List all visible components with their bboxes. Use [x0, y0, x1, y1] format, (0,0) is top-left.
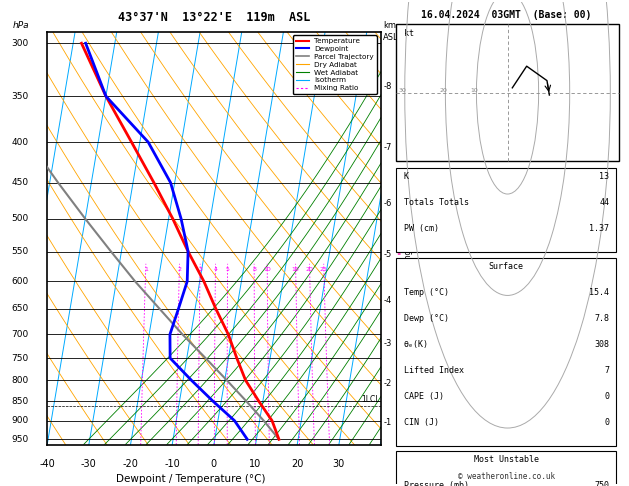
Text: 850: 850 — [11, 397, 29, 406]
Legend: Temperature, Dewpoint, Parcel Trajectory, Dry Adiabat, Wet Adiabat, Isotherm, Mi: Temperature, Dewpoint, Parcel Trajectory… — [292, 35, 377, 94]
Text: 8: 8 — [252, 267, 256, 272]
Text: 25: 25 — [320, 267, 328, 272]
Text: 10: 10 — [264, 267, 271, 272]
Text: Pressure (mb): Pressure (mb) — [404, 481, 469, 486]
Text: 650: 650 — [11, 304, 29, 313]
Text: 15.4: 15.4 — [589, 288, 609, 297]
Text: 13: 13 — [599, 172, 609, 181]
Text: -3: -3 — [383, 339, 392, 347]
Text: 3: 3 — [198, 267, 202, 272]
Text: -8: -8 — [383, 82, 392, 91]
Text: 10: 10 — [250, 459, 262, 469]
Text: -1: -1 — [383, 418, 391, 427]
Text: -2: -2 — [383, 379, 391, 388]
Text: Lifted Index: Lifted Index — [404, 365, 464, 375]
Bar — [396, 24, 619, 161]
Text: K: K — [404, 172, 409, 181]
Text: 30: 30 — [333, 459, 345, 469]
Text: ASL: ASL — [383, 33, 399, 42]
Bar — [396, 169, 616, 252]
Text: 7: 7 — [604, 365, 609, 375]
Text: CAPE (J): CAPE (J) — [404, 392, 443, 400]
Text: 900: 900 — [11, 416, 29, 425]
Text: 10: 10 — [470, 88, 478, 93]
Text: kt: kt — [404, 29, 413, 38]
Text: 450: 450 — [12, 178, 29, 187]
Text: -30: -30 — [81, 459, 97, 469]
Text: 0: 0 — [604, 417, 609, 427]
Text: 1: 1 — [144, 267, 148, 272]
Text: 700: 700 — [11, 330, 29, 339]
Text: 1LCL: 1LCL — [361, 395, 379, 404]
Text: 308: 308 — [594, 340, 609, 349]
Text: -4: -4 — [383, 296, 391, 305]
Text: -20: -20 — [123, 459, 138, 469]
Text: 16: 16 — [292, 267, 299, 272]
Text: 7.8: 7.8 — [594, 314, 609, 323]
Text: Totals Totals: Totals Totals — [404, 198, 469, 207]
Text: 600: 600 — [11, 277, 29, 286]
Text: 20: 20 — [306, 267, 313, 272]
Text: 16.04.2024  03GMT  (Base: 00): 16.04.2024 03GMT (Base: 00) — [421, 10, 591, 19]
Text: Dewpoint / Temperature (°C): Dewpoint / Temperature (°C) — [116, 473, 265, 484]
Bar — [396, 451, 616, 486]
Text: 750: 750 — [594, 481, 609, 486]
Text: hPa: hPa — [12, 20, 29, 30]
Text: 300: 300 — [11, 39, 29, 48]
Text: 2: 2 — [177, 267, 181, 272]
Text: 500: 500 — [11, 214, 29, 223]
Text: 0: 0 — [604, 392, 609, 400]
Text: θₑ(K): θₑ(K) — [404, 340, 428, 349]
Text: © weatheronline.co.uk: © weatheronline.co.uk — [458, 472, 555, 481]
Text: -5: -5 — [383, 249, 391, 259]
Text: 950: 950 — [11, 435, 29, 444]
Text: 4: 4 — [213, 267, 218, 272]
Text: 550: 550 — [11, 247, 29, 256]
Text: 750: 750 — [11, 354, 29, 363]
Text: 30: 30 — [398, 88, 406, 93]
Text: -6: -6 — [383, 199, 392, 208]
Text: 5: 5 — [226, 267, 230, 272]
Text: PW (cm): PW (cm) — [404, 224, 438, 233]
Text: 400: 400 — [12, 138, 29, 147]
Text: 350: 350 — [11, 92, 29, 101]
Text: 1.37: 1.37 — [589, 224, 609, 233]
Text: Temp (°C): Temp (°C) — [404, 288, 448, 297]
Text: km: km — [383, 20, 396, 30]
Text: Mixing Ratio (g/kg): Mixing Ratio (g/kg) — [404, 202, 413, 275]
Text: -7: -7 — [383, 143, 392, 152]
Text: -40: -40 — [39, 459, 55, 469]
Text: Dewp (°C): Dewp (°C) — [404, 314, 448, 323]
Text: CIN (J): CIN (J) — [404, 417, 438, 427]
Text: Surface: Surface — [489, 262, 524, 271]
Text: 20: 20 — [291, 459, 303, 469]
Text: 0: 0 — [211, 459, 217, 469]
Text: Most Unstable: Most Unstable — [474, 455, 539, 464]
Text: 800: 800 — [11, 376, 29, 385]
Text: 43°37'N  13°22'E  119m  ASL: 43°37'N 13°22'E 119m ASL — [118, 11, 310, 24]
Text: 20: 20 — [439, 88, 447, 93]
Text: -10: -10 — [164, 459, 180, 469]
Text: 44: 44 — [599, 198, 609, 207]
Bar — [396, 258, 616, 446]
